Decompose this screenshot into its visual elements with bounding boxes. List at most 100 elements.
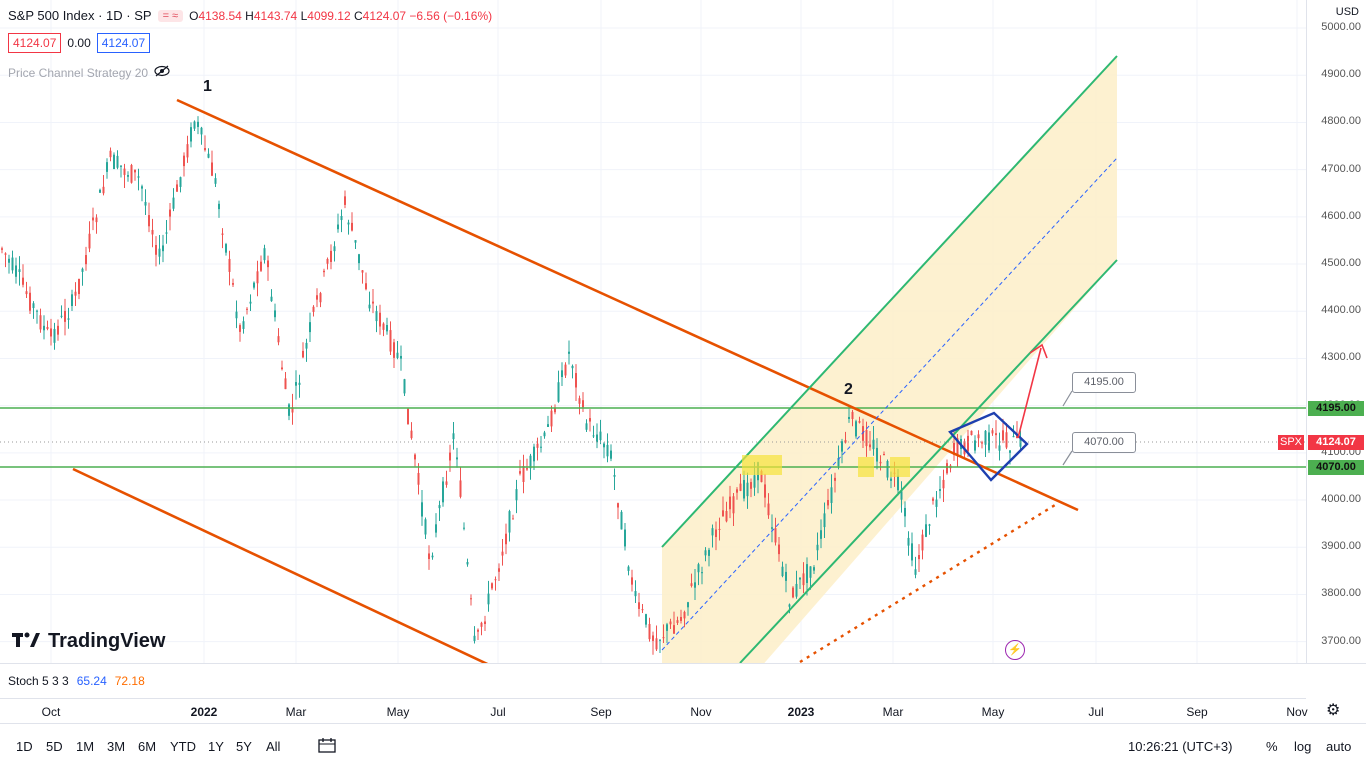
period-button-5d[interactable]: 5D (46, 739, 63, 754)
candle-body (305, 342, 308, 349)
candle-body (568, 351, 570, 354)
price-plot[interactable] (0, 0, 1306, 663)
candle-body (519, 471, 521, 474)
price-tick: 4000.00 (1321, 493, 1361, 506)
candle-body (781, 566, 784, 577)
candle-body (578, 398, 581, 404)
eye-off-icon[interactable] (154, 65, 170, 80)
symbol-title[interactable]: S&P 500 Index · 1D · SP (8, 8, 152, 23)
price-tick: 4600.00 (1321, 209, 1361, 222)
candle-body (88, 233, 91, 249)
price-callout-upper[interactable]: 4195.00 (1072, 372, 1136, 393)
candle-body (991, 430, 994, 434)
candle-body (15, 265, 17, 277)
indicator-legend[interactable]: Price Channel Strategy 20 (8, 65, 170, 80)
candle-body (211, 162, 213, 176)
sell-price-button[interactable]: 4124.07 (8, 33, 62, 53)
currency-selector[interactable]: USD (1335, 6, 1359, 18)
candle-body (655, 638, 658, 650)
auto-toggle[interactable]: auto (1326, 739, 1352, 754)
time-axis[interactable]: Oct 2022 Mar May Jul Sep Nov 2023 Mar May Jul Sep No… (0, 698, 1308, 724)
candle-body (743, 480, 745, 499)
calendar-range-icon[interactable] (318, 737, 336, 757)
candle-body (473, 635, 476, 641)
candle-body (907, 537, 910, 546)
period-button-3m[interactable]: 3M (107, 739, 126, 754)
period-button-all[interactable]: All (266, 739, 281, 754)
candle-body (155, 244, 157, 255)
period-button-5y[interactable]: 5Y (236, 739, 252, 754)
candle-body (729, 496, 731, 510)
buy-price-button[interactable]: 4124.07 (96, 33, 151, 53)
time-label: Jul (490, 705, 506, 719)
candle-body (260, 261, 262, 271)
candle-body (449, 452, 451, 461)
candle-body (813, 567, 815, 571)
candle-body (967, 435, 969, 452)
price-tick: 3700.00 (1321, 634, 1361, 647)
price-tick: 4400.00 (1321, 304, 1361, 317)
candle-body (792, 587, 794, 598)
candle-body (326, 258, 329, 264)
candle-body (634, 591, 637, 597)
price-axis[interactable]: USD 5000.00 4900.00 4800.00 4700.00 4600.00 4… (1306, 0, 1366, 663)
period-button-ytd[interactable]: YTD (170, 739, 196, 754)
rising-channel-lower (739, 259, 1118, 663)
candle-body (445, 481, 448, 485)
chart-area[interactable]: S&P 500 Index · 1D · SP = ≈ O4138.54 H41… (0, 0, 1306, 663)
candle-body (802, 573, 805, 586)
period-button-1d[interactable]: 1D (16, 739, 33, 754)
candle-body (337, 224, 339, 230)
compare-icon[interactable]: = ≈ (157, 9, 184, 22)
candle-body (851, 411, 854, 419)
price-tick: 4700.00 (1321, 162, 1361, 175)
candle-body (771, 527, 773, 529)
candle-body (774, 528, 777, 543)
candle-body (200, 127, 203, 135)
period-button-6m[interactable]: 6M (138, 739, 157, 754)
candle-body (71, 294, 73, 306)
candle-body (526, 468, 528, 470)
candle-body (1002, 430, 1004, 441)
candle-body (988, 432, 990, 451)
candle-body (767, 503, 770, 516)
stochastic-pane[interactable]: Stoch 5 3 3 65.24 72.18 (0, 663, 1366, 699)
period-button-1m[interactable]: 1M (76, 739, 95, 754)
candle-body (718, 528, 721, 530)
candle-body (687, 602, 689, 608)
candle-body (22, 277, 24, 285)
candle-body (1005, 432, 1008, 448)
candle-body (984, 430, 987, 445)
candle-body (386, 324, 388, 332)
candle-body (298, 382, 301, 385)
candle-body (141, 186, 143, 189)
candle-body (330, 250, 332, 262)
candle-body (575, 373, 577, 388)
candle-body (256, 271, 259, 284)
candle-body (361, 270, 364, 273)
candle-body (683, 611, 686, 619)
log-toggle[interactable]: log (1294, 739, 1312, 754)
candle-body (722, 510, 724, 517)
percent-toggle[interactable]: % (1266, 739, 1278, 754)
lightning-icon[interactable]: ⚡ (1005, 640, 1025, 660)
candle-body (883, 454, 885, 456)
candle-body (225, 244, 227, 253)
gear-icon[interactable]: ⚙ (1326, 702, 1341, 719)
candle-body (368, 304, 371, 309)
candle-body (197, 121, 199, 127)
price-callout-lower[interactable]: 4070.00 (1072, 432, 1136, 453)
time-label: May (981, 705, 1005, 719)
candle-body (400, 355, 402, 359)
candle-body (515, 489, 518, 501)
candle-body (911, 543, 913, 561)
candle-body (351, 222, 353, 231)
candle-body (130, 165, 133, 183)
period-button-1y[interactable]: 1Y (208, 739, 224, 754)
candle-body (466, 562, 469, 565)
candle-body (309, 322, 311, 333)
candle-body (291, 407, 294, 413)
candle-body (855, 421, 857, 437)
time-label: Oct (41, 705, 61, 719)
clock-timezone[interactable]: 10:26:21 (UTC+3) (1128, 739, 1233, 754)
